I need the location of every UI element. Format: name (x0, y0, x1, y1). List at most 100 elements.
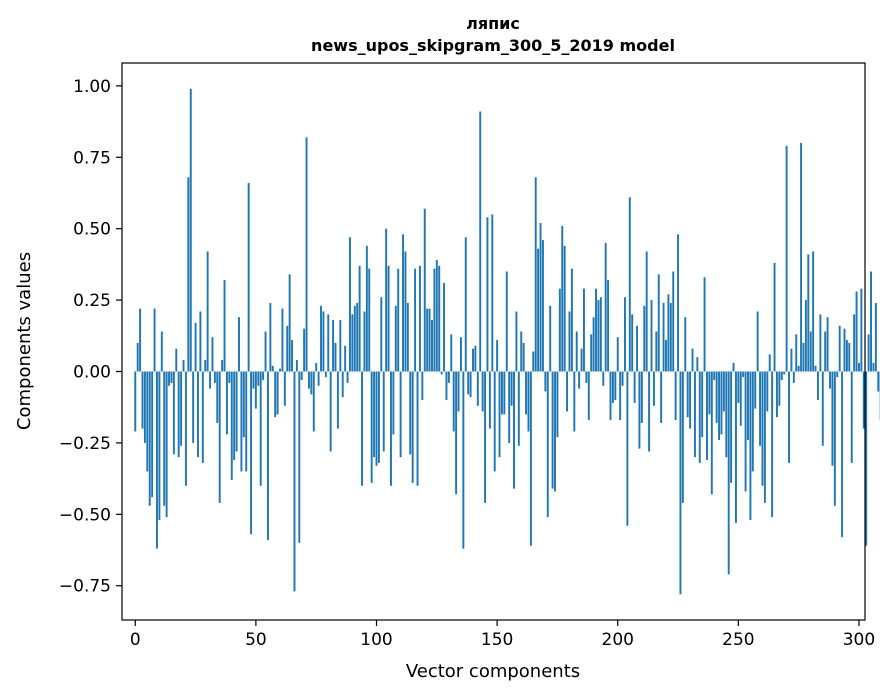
bar-139 (469, 371, 472, 398)
bar-168 (539, 222, 542, 372)
bar-307 (874, 302, 877, 372)
bar-245 (725, 371, 728, 458)
bar-198 (611, 371, 614, 403)
bar-96 (365, 245, 368, 372)
bar-163 (527, 371, 530, 432)
bar-206 (631, 314, 634, 372)
bar-129 (445, 371, 448, 401)
bar-98 (370, 371, 373, 483)
bar-197 (609, 371, 612, 421)
bar-161 (522, 342, 525, 372)
bar-166 (534, 177, 537, 372)
bar-173 (551, 371, 554, 489)
bar-118 (418, 265, 421, 372)
bar-9 (156, 371, 158, 549)
bar-264 (771, 371, 774, 518)
bar-289 (831, 371, 834, 466)
bar-265 (773, 262, 776, 372)
bar-83 (334, 342, 337, 372)
bar-229 (686, 371, 689, 418)
bar-247 (730, 371, 733, 483)
bar-159 (517, 371, 520, 446)
y-tick-label: −0.75 (59, 577, 111, 597)
bar-58 (274, 371, 277, 418)
bar-225 (677, 234, 680, 372)
bar-222 (669, 302, 672, 372)
bar-252 (742, 371, 745, 378)
bar-204 (626, 371, 629, 526)
bar-215 (652, 371, 655, 406)
bar-304 (867, 334, 870, 372)
bar-56 (269, 302, 272, 372)
bar-80 (327, 314, 330, 372)
bar-92 (356, 302, 359, 372)
bar-60 (279, 368, 281, 372)
bar-75 (315, 362, 318, 372)
bar-43 (238, 317, 240, 372)
x-tick-label: 0 (130, 630, 141, 650)
bar-123 (431, 320, 433, 372)
bar-183 (575, 331, 578, 372)
bar-121 (426, 308, 429, 372)
bar-182 (573, 371, 576, 432)
bar-262 (766, 371, 769, 412)
bar-207 (633, 371, 636, 403)
bar-147 (488, 371, 491, 429)
bar-63 (286, 325, 289, 372)
bar-33 (213, 371, 216, 383)
bar-134 (457, 371, 460, 412)
x-axis-label: Vector components (406, 661, 580, 682)
bar-57 (271, 365, 274, 372)
x-tick-label: 150 (481, 630, 513, 650)
bar-158 (515, 311, 518, 372)
bar-192 (597, 300, 600, 372)
bar-275 (797, 365, 800, 372)
bar-55 (266, 371, 269, 541)
bar-279 (807, 254, 810, 372)
bar-187 (585, 371, 588, 383)
bar-115 (411, 371, 414, 483)
bar-34 (216, 371, 219, 423)
bar-6 (148, 371, 151, 506)
bar-112 (404, 251, 407, 372)
bar-107 (392, 371, 395, 435)
bar-235 (701, 371, 704, 438)
bar-248 (732, 362, 735, 372)
bar-137 (464, 237, 467, 372)
bar-116 (414, 268, 417, 372)
bar-46 (245, 371, 248, 472)
bar-188 (587, 371, 590, 421)
bar-136 (462, 371, 465, 549)
bar-160 (520, 331, 523, 372)
bar-144 (481, 371, 484, 412)
bar-42 (235, 371, 238, 452)
bar-88 (346, 371, 349, 383)
bar-78 (322, 311, 325, 372)
bar-175 (556, 371, 559, 438)
bar-53 (262, 371, 265, 381)
bar-90 (351, 314, 354, 372)
bar-233 (696, 357, 699, 372)
bar-298 (853, 314, 856, 372)
bar-240 (713, 371, 716, 381)
y-tick-label: −0.25 (59, 434, 111, 454)
y-tick-label: 0.25 (73, 291, 111, 311)
y-tick-label: 0.50 (73, 220, 111, 240)
bar-82 (332, 320, 335, 372)
bar-38 (225, 371, 228, 435)
bar-213 (648, 371, 651, 452)
bar-186 (583, 288, 585, 372)
bar-40 (230, 371, 233, 481)
bar-178 (563, 245, 566, 372)
bar-35 (218, 371, 221, 503)
bar-212 (645, 251, 648, 372)
bar-62 (283, 371, 286, 406)
bar-122 (428, 308, 431, 372)
bar-31 (209, 371, 212, 389)
bar-281 (812, 251, 815, 372)
bar-95 (363, 311, 366, 372)
bar-266 (775, 371, 778, 418)
bar-241 (715, 371, 718, 423)
bar-287 (826, 317, 829, 372)
bar-143 (479, 111, 482, 372)
